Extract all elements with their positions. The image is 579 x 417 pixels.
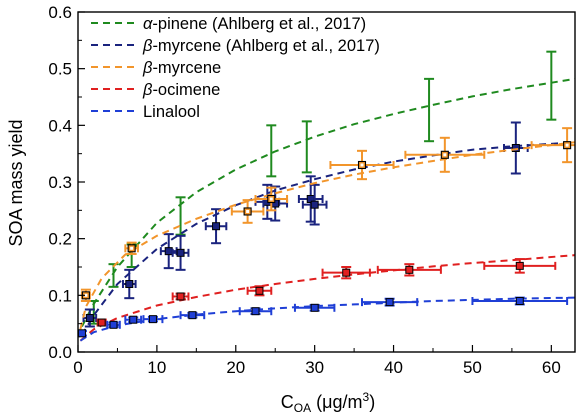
legend-label: β-ocimene [142,81,220,99]
y-axis-label: SOA mass yield [6,119,26,246]
data-point [270,150,273,152]
data-point [188,311,197,320]
data-point [515,297,524,305]
data-point [179,215,182,217]
series-4 [78,296,575,342]
legend-label-text: Linalool [143,103,200,121]
legend-label-greek: β [142,37,153,55]
x-tick-label: 10 [147,358,166,377]
data-point [405,265,414,274]
x-tick-label: 50 [463,358,482,377]
x-axis-label-close: ) [369,392,375,412]
legend-label-text: -ocimene [152,81,220,99]
data-point [78,329,86,338]
data-point [176,292,185,301]
data-point-hole [443,153,447,157]
series-1 [81,121,575,336]
x-tick-label: 20 [226,358,245,377]
legend-label-greek: β [142,81,153,99]
data-point-hole [84,293,88,297]
data-point [176,248,185,257]
data-point [129,315,138,324]
data-point [109,320,118,329]
series-layer [78,50,575,342]
fit-line [79,141,575,330]
data-point [251,307,260,316]
data-point [92,311,95,314]
x-axis-label-sub: OA [294,401,311,415]
legend-label-greek: β [142,59,153,77]
y-tick-label: 0.1 [48,286,72,305]
legend-label: β-myrcene (Ahlberg et al., 2017) [142,37,380,55]
data-point [97,318,106,327]
data-point [148,315,157,324]
data-point [130,254,133,257]
data-point [385,298,394,307]
data-point [310,303,319,312]
y-tick-label: 0.6 [48,3,72,22]
legend-label: β-myrcene [142,59,221,77]
data-point [550,84,553,87]
x-axis-label: COA (μg/m3) [281,390,375,415]
fit-line [81,141,575,336]
x-tick-label: 30 [305,358,324,377]
data-point [125,280,134,288]
y-tick-label: 0.0 [48,343,72,362]
data-point [255,286,264,295]
fit-line [81,77,575,327]
y-tick-label: 0.5 [48,60,72,79]
legend-label-greek: α [143,15,153,33]
data-point [515,261,524,270]
data-point-hole [360,163,364,167]
data-point [85,314,94,322]
x-axis-label-sup: 3 [363,390,370,404]
legend: α-pinene (Ahlberg et al., 2017)β-myrcene… [91,15,380,121]
legend-label-text: -myrcene [152,59,221,77]
x-tick-label: 60 [542,358,561,377]
data-point [310,200,319,209]
data-point [511,144,520,152]
x-tick-label: 40 [384,358,403,377]
y-tick-label: 0.2 [48,230,72,249]
data-point [164,247,173,256]
x-axis-label-units: (μg/m [311,392,362,412]
data-point-hole [269,197,273,201]
series-3 [79,254,575,342]
fit-line [79,254,575,342]
data-point [428,109,430,111]
data-point [305,146,308,148]
x-tick-label: 0 [73,358,82,377]
x-axis-label-main: C [281,392,294,412]
data-point-hole [565,143,569,147]
legend-label: α-pinene (Ahlberg et al., 2017) [143,15,366,33]
data-point-hole [130,246,134,250]
y-tick-label: 0.3 [48,173,72,192]
axes-layer: 0 10 20 30 40 50 60 0.0 0.1 0.2 0.3 0.4 0.5 0.6 [48,3,560,377]
legend-label-text: -myrcene (Ahlberg et al., 2017) [152,37,379,55]
data-point [342,268,351,277]
data-point [212,222,221,231]
legend-label: Linalool [143,103,200,121]
y-tick-label: 0.4 [48,116,72,135]
data-point-hole [246,209,250,213]
data-point [112,274,115,277]
series-2 [79,127,575,330]
legend-label-text: -pinene (Ahlberg et al., 2017) [152,15,366,33]
